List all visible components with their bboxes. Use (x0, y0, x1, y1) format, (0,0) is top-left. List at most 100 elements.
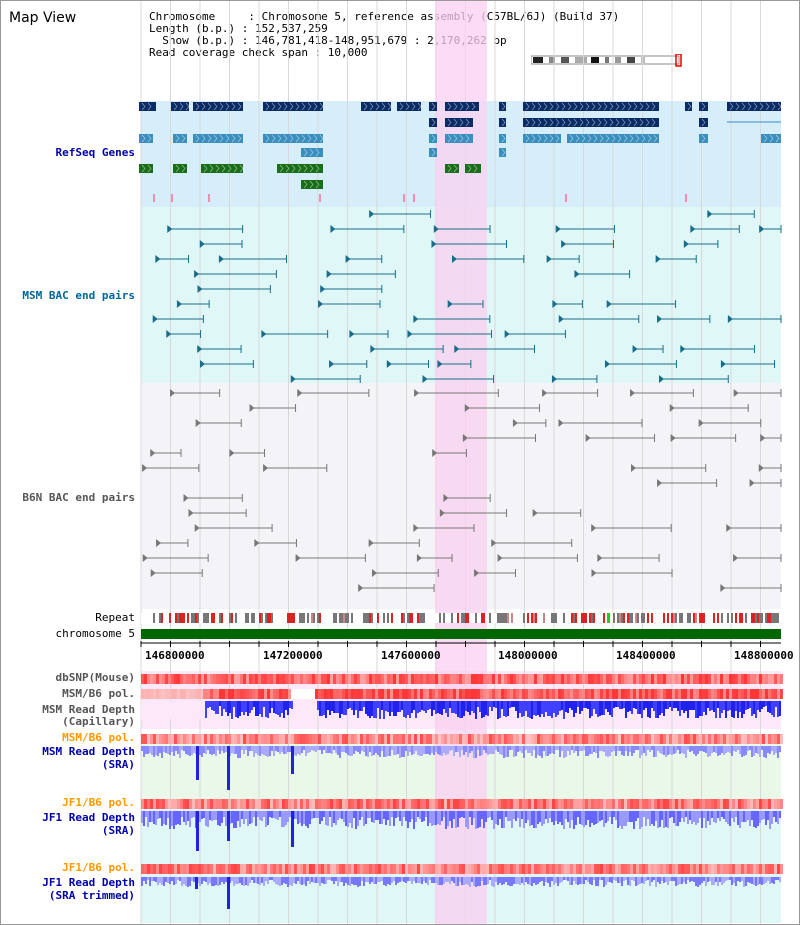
depth-bar (323, 811, 325, 817)
polymorphism-cell (234, 674, 237, 684)
polymorphism-cell (561, 864, 564, 874)
gene-strand-arrow (207, 102, 212, 111)
depth-bar (359, 746, 361, 754)
depth-bar (161, 811, 163, 826)
depth-bar (617, 811, 619, 828)
polymorphism-cell (543, 734, 546, 744)
depth-bar (517, 746, 519, 752)
depth-bar (641, 877, 643, 883)
depth-bar (629, 811, 631, 822)
repeat-segment (443, 613, 445, 623)
polymorphism-cell (717, 734, 720, 744)
depth-bar (159, 877, 161, 883)
depth-bar (777, 701, 779, 717)
polymorphism-cell (264, 674, 267, 684)
polymorphism-cell (432, 689, 435, 699)
chromosome-ideogram[interactable] (531, 54, 687, 68)
depth-bar (735, 877, 737, 886)
depth-bar (521, 877, 523, 883)
polymorphism-cell (462, 689, 465, 699)
repeat-segment (409, 613, 411, 623)
repeat-segment (243, 613, 245, 623)
polymorphism-cell (150, 734, 153, 744)
gene-strand-arrow (203, 164, 208, 173)
polymorphism-cell (171, 864, 174, 874)
polymorphism-cell (528, 689, 531, 699)
bac-end (707, 210, 713, 218)
depth-bar (205, 746, 207, 754)
depth-bar (579, 877, 581, 884)
polymorphism-cell (270, 689, 273, 699)
depth-bar (385, 746, 387, 757)
polymorphism-cell (759, 689, 762, 699)
gene-strand-arrow (237, 102, 242, 111)
bac-end (386, 360, 392, 368)
polymorphism-cell (420, 689, 423, 699)
polymorphism-cell (723, 674, 726, 684)
depth-bar (687, 746, 689, 750)
depth-bar (619, 701, 621, 709)
polymorphism-cell (498, 799, 501, 809)
polymorphism-cell (144, 799, 147, 809)
polymorphism-cell (414, 689, 417, 699)
depth-bar (361, 701, 363, 711)
depth-bar (525, 701, 527, 711)
depth-bar (615, 811, 617, 820)
depth-bar (223, 877, 225, 884)
gene-strand-arrow (289, 134, 294, 143)
polymorphism-cell (177, 674, 180, 684)
polymorphism-cell (690, 689, 693, 699)
depth-bar (371, 811, 373, 822)
polymorphism-cell (582, 674, 585, 684)
polymorphism-cell (420, 734, 423, 744)
polymorphism-cell (291, 674, 294, 684)
depth-bar (363, 746, 365, 752)
depth-bar (477, 877, 479, 886)
depth-bar (241, 746, 243, 750)
highlight-region[interactable] (435, 1, 487, 924)
depth-bar (271, 877, 273, 880)
depth-bar (435, 746, 437, 752)
polymorphism-cell (333, 734, 336, 744)
polymorphism-cell (186, 864, 189, 874)
polymorphism-cell (243, 799, 246, 809)
polymorphism-cell (168, 674, 171, 684)
polymorphism-cell (690, 799, 693, 809)
depth-bar (273, 877, 275, 882)
repeat-segment (565, 613, 567, 623)
bac-end (659, 375, 665, 383)
polymorphism-cell (684, 689, 687, 699)
gene-block (429, 102, 437, 111)
gene-strand-arrow (627, 102, 632, 111)
polymorphism-cell (780, 734, 783, 744)
polymorphism-cell (675, 864, 678, 874)
depth-bar (739, 701, 741, 712)
gene-strand-arrow (179, 102, 184, 111)
repeat-segment (419, 613, 421, 623)
depth-bar (551, 811, 553, 822)
polymorphism-cell (243, 674, 246, 684)
polymorphism-cell (363, 799, 366, 809)
depth-bar (425, 746, 427, 754)
depth-bar (323, 746, 325, 750)
depth-bar (549, 877, 551, 887)
polymorphism-cell (429, 689, 432, 699)
depth-bar (289, 877, 291, 885)
gene-strand-arrow (307, 134, 312, 143)
gene-strand-arrow (567, 102, 572, 111)
depth-bar (467, 746, 469, 757)
depth-bar (505, 746, 507, 757)
depth-bar (673, 811, 675, 823)
depth-bar (461, 701, 463, 718)
gene-strand-arrow (599, 134, 604, 143)
polymorphism-cell (525, 734, 528, 744)
depth-bar (545, 877, 547, 882)
polymorphism-cell (585, 689, 588, 699)
depth-bar (215, 877, 217, 885)
polymorphism-cell (708, 799, 711, 809)
depth-bar (553, 811, 555, 825)
depth-bar (511, 701, 513, 707)
depth-bar (601, 746, 603, 751)
depth-bar (515, 746, 517, 756)
